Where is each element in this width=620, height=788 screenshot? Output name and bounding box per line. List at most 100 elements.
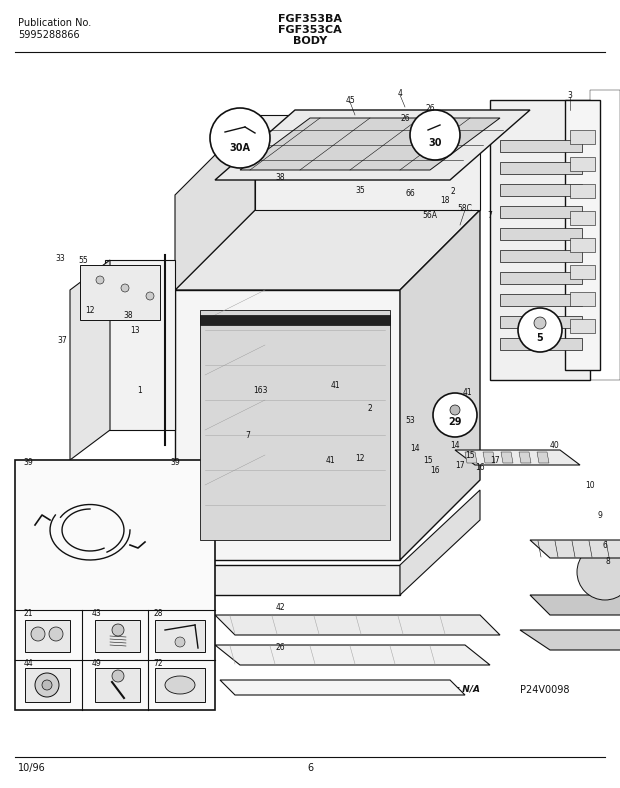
Text: 5995288866: 5995288866 [18, 30, 79, 40]
Polygon shape [570, 130, 595, 144]
Text: 16: 16 [475, 463, 485, 471]
Polygon shape [175, 115, 255, 290]
Text: Publication No.: Publication No. [18, 18, 91, 28]
Polygon shape [500, 338, 582, 350]
Circle shape [146, 292, 154, 300]
Circle shape [121, 284, 129, 292]
Circle shape [49, 627, 63, 641]
Text: 3: 3 [567, 91, 572, 99]
Circle shape [112, 624, 124, 636]
Text: FGF353CA: FGF353CA [278, 25, 342, 35]
Text: 6: 6 [603, 541, 608, 549]
Text: 4: 4 [397, 88, 402, 98]
Polygon shape [570, 265, 595, 279]
Text: 58C: 58C [458, 203, 472, 213]
Polygon shape [465, 452, 477, 463]
Text: 29: 29 [448, 417, 462, 427]
Text: 1: 1 [138, 385, 143, 395]
Polygon shape [500, 250, 582, 262]
Polygon shape [570, 184, 595, 198]
Polygon shape [215, 645, 490, 665]
Text: 26: 26 [400, 113, 410, 122]
Text: 30: 30 [428, 138, 441, 148]
Text: 6: 6 [307, 763, 313, 773]
Polygon shape [240, 118, 500, 170]
Text: 16: 16 [430, 466, 440, 474]
Text: 8: 8 [606, 557, 610, 567]
Polygon shape [500, 140, 582, 152]
Circle shape [31, 627, 45, 641]
Text: 26: 26 [275, 644, 285, 652]
Text: 37: 37 [57, 336, 67, 344]
Polygon shape [400, 210, 480, 560]
Text: 66: 66 [405, 188, 415, 198]
Text: NOTE: Oven Liner N/A: NOTE: Oven Liner N/A [370, 685, 480, 694]
Polygon shape [565, 100, 600, 370]
Polygon shape [530, 540, 620, 558]
Text: 72: 72 [153, 659, 163, 667]
Circle shape [518, 308, 562, 352]
Polygon shape [220, 680, 465, 695]
Text: 38: 38 [123, 310, 133, 319]
Polygon shape [500, 206, 582, 218]
Text: 10: 10 [585, 481, 595, 489]
Polygon shape [530, 595, 620, 615]
Polygon shape [25, 668, 70, 702]
Polygon shape [155, 668, 205, 702]
Polygon shape [215, 110, 530, 180]
Text: 163: 163 [253, 385, 267, 395]
Text: P24V0098: P24V0098 [520, 685, 570, 695]
Polygon shape [70, 260, 110, 460]
Text: 56A: 56A [422, 210, 438, 220]
Text: 39: 39 [23, 458, 33, 466]
Circle shape [42, 680, 52, 690]
Polygon shape [490, 100, 590, 380]
Text: 15: 15 [423, 455, 433, 464]
Polygon shape [500, 228, 582, 240]
Polygon shape [570, 238, 595, 252]
Polygon shape [500, 316, 582, 328]
Text: 39: 39 [170, 458, 180, 466]
Text: 42: 42 [275, 604, 285, 612]
Text: 33: 33 [55, 254, 65, 262]
Circle shape [175, 637, 185, 647]
Text: 2: 2 [451, 187, 455, 195]
Text: 30A: 30A [229, 143, 250, 153]
Text: 7: 7 [246, 430, 250, 440]
Polygon shape [500, 294, 582, 306]
Polygon shape [501, 452, 513, 463]
Text: FGF353BA: FGF353BA [278, 14, 342, 24]
Polygon shape [80, 265, 160, 320]
Polygon shape [200, 310, 390, 540]
Circle shape [433, 393, 477, 437]
Polygon shape [200, 315, 390, 325]
Polygon shape [483, 452, 495, 463]
Text: 5: 5 [537, 333, 543, 343]
Text: 38: 38 [275, 173, 285, 181]
Polygon shape [570, 157, 595, 171]
Text: 53: 53 [405, 415, 415, 425]
Text: 12: 12 [355, 454, 365, 463]
Text: 45: 45 [345, 95, 355, 105]
Text: BODY: BODY [293, 36, 327, 46]
Text: 9: 9 [598, 511, 603, 519]
Polygon shape [455, 450, 580, 465]
Text: 2: 2 [368, 403, 373, 412]
Polygon shape [537, 452, 549, 463]
Polygon shape [519, 452, 531, 463]
Text: 10/96: 10/96 [18, 763, 46, 773]
Circle shape [96, 276, 104, 284]
Text: 49: 49 [92, 659, 102, 667]
Polygon shape [215, 615, 500, 635]
Text: 43: 43 [92, 608, 102, 618]
Polygon shape [500, 184, 582, 196]
Polygon shape [155, 620, 205, 652]
Circle shape [534, 317, 546, 329]
Text: 26: 26 [425, 103, 435, 113]
Text: eReplacementParts.com: eReplacementParts.com [234, 393, 386, 407]
Text: 28: 28 [153, 608, 162, 618]
Polygon shape [175, 290, 400, 560]
Text: 7: 7 [487, 210, 492, 220]
Text: 35: 35 [355, 185, 365, 195]
Text: 41: 41 [462, 388, 472, 396]
